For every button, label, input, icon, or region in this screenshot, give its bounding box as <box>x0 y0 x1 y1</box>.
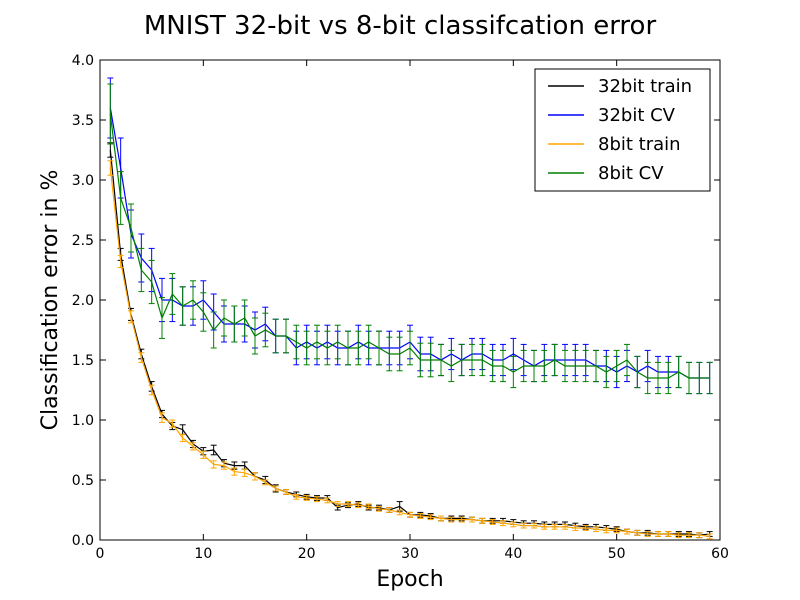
legend-box <box>534 68 711 192</box>
y-tick-label: 2.0 <box>72 293 94 309</box>
series-8bit-train <box>107 160 713 540</box>
y-axis-title: Classification error in % <box>38 170 63 431</box>
series-line-8bit-train <box>109 167 710 537</box>
y-tick-label: 1.5 <box>72 353 94 369</box>
series-line-8bit-cv <box>109 113 710 379</box>
legend-label-8bit-cv: 8bit CV <box>598 163 664 184</box>
y-tick-label: 0.5 <box>72 473 94 489</box>
y-tick-label: 2.5 <box>72 233 94 249</box>
y-tick-label: 1.0 <box>72 413 94 429</box>
y-tick-label: 3.5 <box>72 113 94 129</box>
x-tick-label: 10 <box>194 546 212 562</box>
y-tick-label: 4.0 <box>72 53 94 69</box>
x-tick-label: 30 <box>401 546 419 562</box>
legend-label-32bit-cv: 32bit CV <box>598 105 676 126</box>
y-axis: 0.0 0.5 1.0 1.5 2.0 2.5 3.0 3.5 4.0 <box>72 53 720 549</box>
x-tick-label: 20 <box>298 546 316 562</box>
series-layer <box>107 77 713 540</box>
x-axis-title: Epoch <box>376 567 443 592</box>
legend-label-8bit-train: 8bit train <box>598 134 681 155</box>
x-axis: 0 10 20 30 40 50 60 <box>96 60 729 562</box>
y-tick-label: 3.0 <box>72 173 94 189</box>
series-8bit-cv <box>107 83 713 395</box>
x-tick-label: 60 <box>711 546 729 562</box>
legend: 32bit train 32bit CV 8bit train 8bit CV <box>534 68 711 192</box>
x-tick-label: 50 <box>608 546 626 562</box>
chart-title: MNIST 32-bit vs 8-bit classifcation erro… <box>144 11 657 41</box>
x-tick-label: 40 <box>504 546 522 562</box>
y-tick-label: 0.0 <box>72 533 94 549</box>
x-tick-label: 0 <box>96 546 105 562</box>
legend-label-32bit-train: 32bit train <box>598 76 692 97</box>
